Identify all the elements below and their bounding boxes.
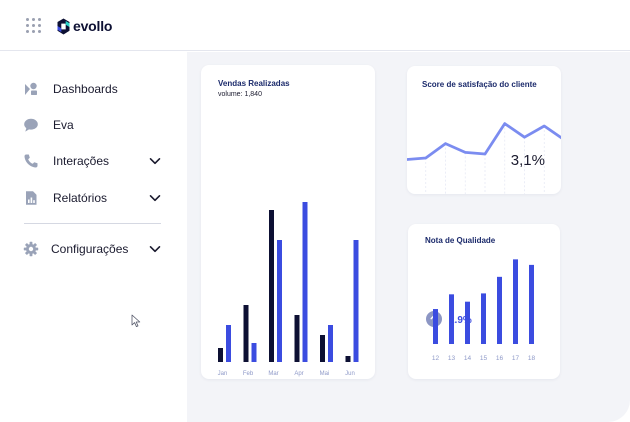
chevron-down-icon[interactable] [149, 192, 161, 204]
vendas-tick-label: Mar [268, 371, 278, 377]
nota-tick-label: 14 [464, 355, 472, 362]
sidebar-item-relatorios[interactable]: Relatórios [22, 186, 167, 210]
chevron-down-icon[interactable] [149, 155, 161, 167]
gear-icon [22, 240, 40, 258]
vendas-bar-mar-s1 [269, 210, 274, 362]
card-title: Score de satisfação do cliente [422, 80, 537, 89]
sidebar-item-interacoes[interactable]: Interações [22, 149, 167, 173]
report-icon [22, 189, 40, 207]
sidebar-item-eva[interactable]: Eva [22, 113, 167, 137]
sidebar-divider [24, 223, 161, 224]
apps-grid-icon[interactable] [26, 18, 42, 34]
nota-tick-label: 12 [432, 355, 440, 362]
vendas-bar-chart: Jan Feb Mar Apr Mai Jun [218, 202, 359, 377]
logo[interactable]: evollo [57, 15, 112, 37]
score-satisfacao-card[interactable]: Score de satisfação do cliente 3,1% [407, 66, 561, 194]
vendas-bar-apr-s2 [302, 202, 308, 362]
vendas-bar-jan-s2 [226, 325, 231, 362]
dashboards-icon [22, 80, 40, 98]
nota-tick-label: 15 [480, 355, 488, 362]
sidebar-item-dashboards[interactable]: Dashboards [22, 77, 167, 101]
sidebar-item-label: Relatórios [53, 191, 108, 205]
top-bar: evollo [0, 0, 630, 51]
mouse-cursor-icon [131, 314, 141, 327]
nota-bar-18 [529, 264, 534, 344]
sidebar-item-configuracoes[interactable]: Configurações [22, 237, 167, 261]
nota-bar-14 [465, 301, 470, 344]
nota-tick-label: 16 [496, 355, 504, 362]
card-subtitle: volume: 1,840 [218, 91, 262, 98]
vendas-bar-mai-s1 [320, 335, 325, 362]
vendas-bar-apr-s1 [294, 315, 300, 362]
nota-bar-13 [449, 294, 454, 344]
vendas-bar-jun-s1 [345, 356, 351, 362]
vendas-bar-feb-s1 [243, 305, 249, 362]
chat-bubble-icon [22, 116, 40, 134]
nota-qualidade-card[interactable]: Nota de Qualidade 2.9% 12 13 14 15 16 17 18 [408, 224, 560, 379]
sidebar-item-label: Eva [53, 118, 74, 132]
sidebar-item-label: Configurações [51, 242, 129, 256]
dashboard-main: Vendas Realizadas volume: 1,840 Jan Feb Ma… [187, 52, 630, 422]
nota-bar-17 [513, 259, 518, 344]
nota-tick-label: 13 [448, 355, 456, 362]
card-title: Nota de Qualidade [425, 236, 496, 245]
evollo-logo-icon [57, 18, 70, 34]
quality-change-value: 2.9% [449, 315, 472, 326]
nota-bar-12 [433, 309, 438, 344]
vendas-tick-label: Apr [294, 371, 303, 377]
vendas-tick-label: Mai [320, 371, 330, 377]
score-line-chart [407, 122, 561, 194]
logo-text: evollo [73, 18, 113, 34]
vendas-bar-mai-s2 [328, 325, 333, 362]
phone-icon [22, 152, 40, 170]
sidebar-item-label: Interações [53, 154, 110, 168]
nota-bar-15 [481, 293, 486, 344]
vendas-tick-label: Feb [243, 371, 254, 377]
card-title: Vendas Realizadas [218, 79, 290, 88]
sidebar-item-label: Dashboards [53, 82, 118, 96]
nota-bar-chart: 12 13 14 15 16 17 18 [432, 259, 536, 362]
vendas-realizadas-card[interactable]: Vendas Realizadas volume: 1,840 Jan Feb Ma… [201, 65, 375, 379]
nota-tick-label: 18 [528, 355, 536, 362]
chevron-down-icon[interactable] [149, 243, 161, 255]
vendas-bar-feb-s2 [251, 343, 257, 362]
vendas-tick-label: Jun [345, 371, 355, 377]
nota-tick-label: 17 [512, 355, 520, 362]
vendas-tick-label: Jan [218, 371, 228, 377]
sidebar: Dashboards Eva Interações Rela [0, 52, 187, 422]
vendas-bar-jan-s1 [218, 348, 223, 362]
vendas-bar-mar-s2 [277, 240, 282, 362]
score-value: 3,1% [510, 152, 545, 169]
vendas-bar-jun-s2 [353, 240, 359, 362]
nota-bar-16 [497, 276, 502, 344]
